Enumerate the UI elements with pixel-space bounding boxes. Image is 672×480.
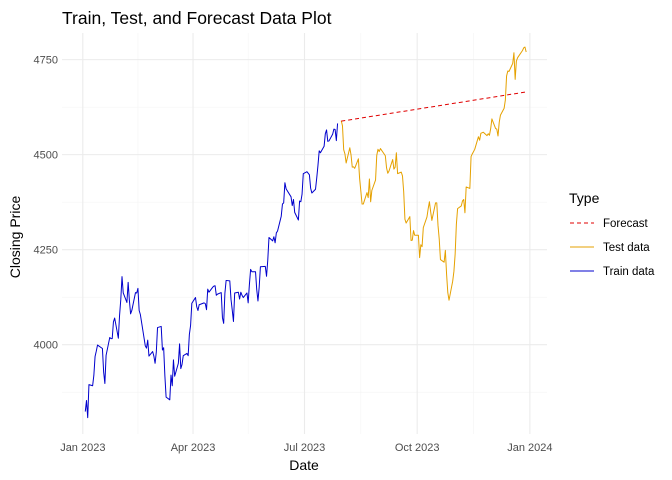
- x-tick-label: Oct 2023: [395, 442, 440, 454]
- legend-entries: Forecast Test data Train data: [570, 218, 655, 278]
- legend-label-test-data: Test data: [603, 242, 650, 254]
- legend: Type Forecast Test data Train data: [569, 190, 655, 278]
- x-axis-title: Date: [289, 457, 319, 473]
- y-tick-label: 4250: [34, 245, 58, 257]
- series-layer: [84, 46, 527, 419]
- tick-label-layer: 4000 4250 4500 4750 Jan 2023 Apr 2023 Jul 2023…: [34, 55, 553, 454]
- grid-layer: [62, 33, 547, 434]
- series-line-train-data: [84, 123, 339, 419]
- x-tick-label: Jul 2023: [284, 442, 326, 454]
- y-tick-label: 4000: [34, 340, 58, 352]
- x-tick-label: Jan 2023: [60, 442, 105, 454]
- legend-label-train-data: Train data: [603, 266, 655, 278]
- y-tick-label: 4750: [34, 55, 58, 67]
- series-line-test-data: [340, 46, 527, 301]
- x-tick-label: Apr 2023: [171, 442, 216, 454]
- chart-title: Train, Test, and Forecast Data Plot: [62, 8, 332, 28]
- legend-label-forecast: Forecast: [603, 218, 649, 230]
- legend-title: Type: [569, 190, 600, 206]
- series-line-forecast: [341, 91, 527, 122]
- y-tick-label: 4500: [34, 150, 58, 162]
- x-tick-label: Jan 2024: [507, 442, 552, 454]
- y-axis-title: Closing Price: [7, 196, 23, 279]
